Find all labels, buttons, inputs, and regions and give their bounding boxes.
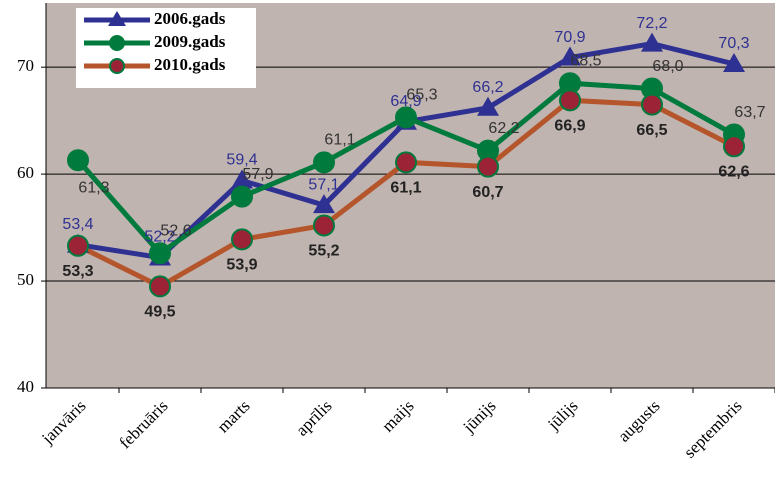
value-label: 68,5 bbox=[570, 52, 601, 69]
marker bbox=[231, 185, 253, 208]
value-label: 49,5 bbox=[144, 304, 175, 321]
legend-marker bbox=[109, 35, 125, 51]
value-label: 62,2 bbox=[488, 120, 519, 137]
marker bbox=[641, 93, 663, 116]
marker bbox=[477, 96, 499, 116]
value-label: 52,2 bbox=[144, 229, 175, 246]
value-label: 59,4 bbox=[226, 152, 257, 169]
value-label: 70,9 bbox=[554, 29, 585, 46]
value-label: 65,3 bbox=[406, 87, 437, 104]
value-label: 66,9 bbox=[554, 118, 585, 135]
y-tick-label: 70 bbox=[17, 56, 34, 75]
legend-marker bbox=[109, 58, 125, 74]
marker bbox=[231, 228, 253, 251]
x-tick-label: augusts bbox=[614, 396, 663, 445]
marker bbox=[149, 242, 171, 265]
x-tick-label: jūnijs bbox=[459, 396, 500, 437]
marker bbox=[67, 149, 89, 172]
marker bbox=[723, 52, 745, 72]
marker bbox=[723, 135, 745, 158]
legend-label: 2010.gads bbox=[154, 55, 226, 74]
marker bbox=[231, 169, 253, 189]
marker bbox=[477, 155, 499, 178]
value-label: 68,0 bbox=[652, 58, 683, 75]
x-tick-label: septembris bbox=[680, 396, 746, 462]
legend-marker bbox=[108, 11, 126, 26]
x-tick-label: janvāris bbox=[37, 396, 89, 448]
value-label: 64,9 bbox=[390, 93, 421, 110]
value-label: 61,3 bbox=[78, 179, 109, 196]
value-labels: 53,4 52,2 59,4 57,1 64,9 66,2 70,9 72,2 70,3 61,3… bbox=[62, 15, 765, 321]
marker bbox=[149, 275, 171, 298]
value-label: 53,9 bbox=[226, 257, 257, 274]
marker bbox=[395, 106, 417, 129]
x-tick-label: maijs bbox=[378, 396, 417, 435]
marker bbox=[641, 32, 663, 52]
x-tick-label: marts bbox=[213, 396, 253, 436]
y-tick-label: 50 bbox=[17, 270, 34, 289]
value-label: 61,1 bbox=[324, 132, 355, 149]
marker bbox=[67, 234, 89, 257]
legend-label: 2009.gads bbox=[154, 32, 226, 51]
series bbox=[67, 32, 745, 298]
value-label: 66,2 bbox=[472, 79, 503, 96]
x-tick-label: jūlijs bbox=[543, 396, 581, 434]
value-label: 60,7 bbox=[472, 184, 503, 201]
y-tick-label: 40 bbox=[17, 377, 34, 396]
marker bbox=[559, 89, 581, 112]
value-label: 66,5 bbox=[636, 122, 667, 139]
value-label: 72,2 bbox=[636, 15, 667, 32]
x-tick-label: februāris bbox=[115, 396, 171, 452]
value-label: 62,6 bbox=[718, 164, 749, 181]
value-label: 53,4 bbox=[62, 216, 93, 233]
value-label: 61,1 bbox=[390, 180, 421, 197]
value-label: 55,2 bbox=[308, 243, 339, 260]
value-label: 63,7 bbox=[734, 104, 765, 121]
marker bbox=[313, 151, 335, 174]
x-tick-label: aprīlis bbox=[292, 396, 335, 439]
marker bbox=[395, 151, 417, 174]
value-label: 52,6 bbox=[160, 222, 191, 239]
value-label: 57,9 bbox=[242, 166, 273, 183]
value-label: 57,1 bbox=[308, 176, 339, 193]
value-label: 70,3 bbox=[718, 35, 749, 52]
marker bbox=[313, 214, 335, 237]
y-tick-label: 60 bbox=[17, 163, 34, 182]
legend-entries: 2006.gads 2009.gads 2010.gads bbox=[84, 9, 226, 74]
legend-label: 2006.gads bbox=[154, 9, 226, 28]
marker bbox=[313, 194, 335, 214]
marker bbox=[559, 46, 581, 66]
value-label: 53,3 bbox=[62, 263, 93, 280]
